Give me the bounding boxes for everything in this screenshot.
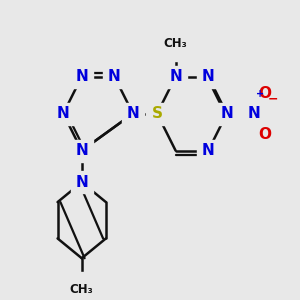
Text: N: N [127, 106, 139, 121]
Text: N: N [202, 69, 215, 84]
Point [79, 148, 84, 153]
Text: N: N [75, 143, 88, 158]
Point [155, 111, 160, 116]
Text: N: N [202, 143, 215, 158]
Point [256, 91, 260, 95]
Point [246, 111, 250, 116]
Point [206, 74, 211, 79]
Text: N: N [108, 69, 121, 84]
Text: −: − [268, 92, 278, 105]
Text: N: N [75, 69, 88, 84]
Text: S: S [152, 106, 163, 121]
Point [79, 74, 84, 79]
Text: O: O [258, 85, 271, 100]
Text: N: N [169, 69, 182, 84]
Point [130, 111, 135, 116]
Point [112, 74, 117, 79]
Point [79, 280, 84, 285]
Text: CH₃: CH₃ [164, 37, 188, 50]
Text: +: + [256, 89, 264, 99]
Text: CH₃: CH₃ [70, 283, 94, 296]
Point [173, 74, 178, 79]
Text: N: N [220, 106, 233, 121]
Point [256, 132, 260, 136]
Point [206, 148, 211, 153]
Text: N: N [75, 175, 88, 190]
Point [224, 111, 229, 116]
Text: O: O [258, 127, 271, 142]
Text: N: N [248, 106, 261, 121]
Point [79, 180, 84, 185]
Point [61, 111, 66, 116]
Point [173, 48, 178, 52]
Text: N: N [57, 106, 70, 121]
